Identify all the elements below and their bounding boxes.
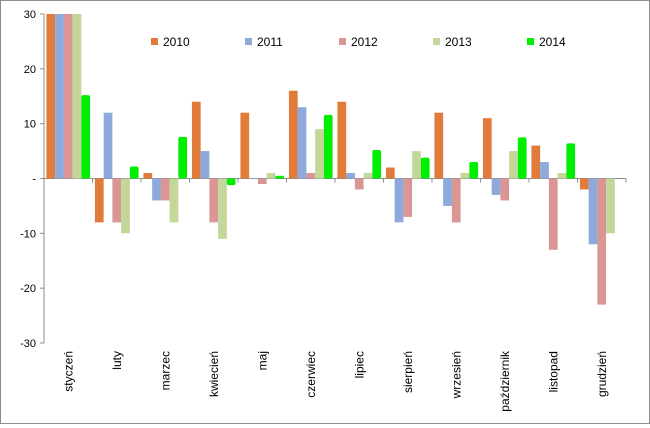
bar-2012-styczeń: [63, 14, 73, 179]
bar-2012-październik: [500, 178, 510, 201]
bar-2013-luty: [121, 178, 130, 234]
legend-swatch-2010: [151, 38, 158, 45]
bar-2012-luty: [112, 178, 122, 223]
bar-2012-grudzień: [597, 178, 607, 305]
bar-2010-kwiecień: [191, 101, 201, 179]
bar-2010-luty: [94, 178, 104, 223]
bar-2014-maj: [275, 175, 285, 179]
legend-label-2014: 2014: [539, 35, 566, 49]
bar-2013-październik: [509, 151, 518, 179]
category-label: listopad: [546, 351, 560, 392]
legend-swatch-2011: [245, 38, 252, 45]
bar-2013-lipiec: [363, 173, 373, 179]
y-tick-label: 10: [24, 119, 36, 131]
bar-2011-kwiecień: [200, 151, 210, 179]
bar-2011-wrzesień: [443, 178, 452, 206]
bar-2010-marzec: [143, 173, 153, 179]
y-tick-label: -20: [20, 283, 36, 295]
category-label: maj: [255, 351, 269, 370]
legend-label-2013: 2013: [445, 35, 472, 49]
bar-2010-czerwiec: [288, 90, 298, 179]
bar-2013-marzec: [169, 178, 179, 223]
bar-2014-luty: [129, 166, 139, 179]
bar-2013-maj: [266, 173, 276, 179]
bar-2014-sierpień: [420, 157, 430, 179]
category-label: sierpień: [401, 351, 415, 393]
bar-2010-styczeń: [46, 14, 56, 179]
legend-label-2010: 2010: [163, 35, 190, 49]
bar-2013-styczeń: [72, 14, 82, 179]
bar-2010-sierpień: [385, 167, 395, 179]
chart-bars: [46, 14, 615, 305]
y-tick-label: 20: [24, 64, 36, 76]
bar-2014-czerwiec: [323, 114, 333, 179]
category-labels: styczeń luty marzec kwiecień maj czerwiec lipi…: [61, 350, 609, 412]
y-tick-label: -10: [20, 228, 36, 240]
y-tick-label: -30: [20, 338, 36, 350]
bar-2013-czerwiec: [315, 129, 324, 179]
chart-legend: 2010 2011 2012 2013 2014: [151, 35, 566, 49]
bar-2012-lipiec: [354, 178, 364, 190]
bar-2010-lipiec: [337, 101, 347, 179]
bar-2011-czerwiec: [297, 107, 307, 179]
bar-2010-grudzień: [579, 178, 589, 190]
category-label: styczeń: [61, 351, 75, 392]
bar-2012-sierpień: [403, 178, 413, 217]
bar-2014-lipiec: [372, 149, 382, 179]
bar-2011-styczeń: [55, 14, 64, 179]
bar-2012-maj: [257, 178, 267, 184]
y-tick-label: -: [32, 174, 36, 186]
bar-2011-maj: [249, 178, 258, 179]
bar-2014-październik: [517, 137, 527, 179]
bar-2011-lipiec: [346, 173, 355, 179]
bar-2012-listopad: [548, 178, 558, 250]
bar-2011-sierpień: [394, 178, 404, 223]
bar-2014-kwiecień: [226, 178, 236, 186]
legend-label-2011: 2011: [257, 35, 283, 49]
category-label: marzec: [158, 351, 172, 390]
bar-2011-listopad: [540, 162, 549, 179]
category-label: październik: [498, 350, 512, 412]
legend-swatch-2013: [433, 38, 440, 45]
legend-swatch-2012: [339, 38, 346, 45]
bar-2010-listopad: [531, 145, 541, 179]
bar-2011-luty: [103, 112, 113, 179]
bar-2013-wrzesień: [460, 173, 470, 179]
category-label: lipiec: [352, 351, 366, 378]
bar-2010-październik: [482, 118, 492, 179]
bar-2014-marzec: [178, 136, 188, 179]
category-label: luty: [110, 351, 124, 370]
bar-2014-listopad: [566, 143, 576, 179]
bar-2013-kwiecień: [218, 178, 227, 239]
bar-2014-wrzesień: [469, 162, 479, 179]
bar-2013-listopad: [557, 173, 567, 179]
category-label: kwiecień: [207, 351, 221, 397]
bar-2011-marzec: [152, 178, 161, 201]
bar-2010-maj: [240, 112, 250, 179]
bar-2014-styczeń: [81, 95, 91, 179]
bar-2013-grudzień: [606, 178, 615, 234]
y-tick-label: 30: [24, 9, 36, 21]
bar-2012-czerwiec: [306, 173, 316, 179]
bar-2013-sierpień: [412, 151, 421, 179]
category-label: wrzesień: [449, 351, 463, 399]
bar-2011-październik: [491, 178, 501, 195]
legend-swatch-2014: [527, 38, 534, 45]
bar-2012-marzec: [160, 178, 170, 201]
bar-2012-wrzesień: [451, 178, 461, 223]
bar-2012-kwiecień: [209, 178, 219, 223]
category-label: grudzień: [595, 351, 609, 397]
category-label: czerwiec: [304, 351, 318, 398]
bar-2011-grudzień: [588, 178, 598, 245]
bar-2010-wrzesień: [434, 112, 444, 179]
legend-label-2012: 2012: [351, 35, 378, 49]
